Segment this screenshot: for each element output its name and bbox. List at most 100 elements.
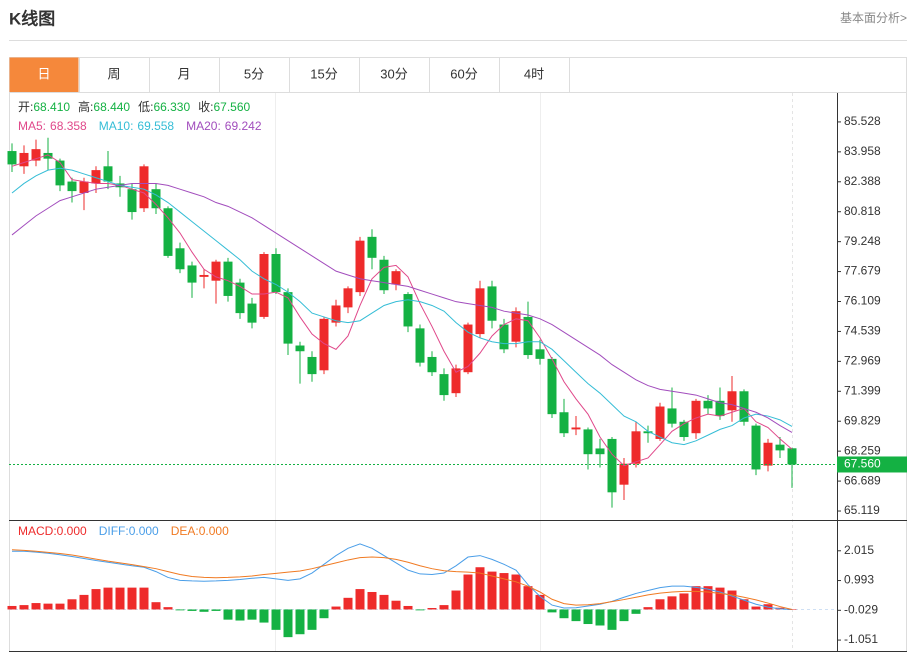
candle-body <box>403 294 413 327</box>
y-tick-label: -0.029 <box>844 602 878 616</box>
candle-body <box>439 374 449 396</box>
candle-body <box>91 170 101 184</box>
macd-bar <box>595 609 605 626</box>
y-tick-label: 66.689 <box>844 473 881 487</box>
legend-value: 69.242 <box>225 119 262 133</box>
info-label: 收: <box>198 100 213 114</box>
macd-legend: MACD:0.000 DIFF:0.000 DEA:0.000 <box>18 524 229 538</box>
y-tick-label: 69.829 <box>844 413 881 427</box>
candle-body <box>787 448 797 465</box>
legend-name: DIFF: <box>99 524 129 538</box>
candle-body <box>343 288 353 308</box>
macd-bar <box>259 609 269 623</box>
macd-bar <box>31 603 41 610</box>
legend-value: 68.358 <box>50 119 87 133</box>
macd-bar <box>427 608 437 610</box>
macd-bar <box>43 603 53 610</box>
candle-body <box>199 274 209 277</box>
macd-bar <box>103 587 113 610</box>
candle-body <box>223 261 233 296</box>
last-price-box <box>837 456 907 473</box>
legend-value: 0.000 <box>129 524 159 538</box>
tab-active <box>9 57 79 93</box>
macd-bar <box>691 586 701 610</box>
macd-bar <box>487 571 497 610</box>
info-label: 高: <box>78 99 93 114</box>
macd-bar <box>535 594 545 610</box>
macd-bar <box>415 609 425 611</box>
fundamental-link[interactable]: 基本面分析> <box>840 11 907 25</box>
tab[interactable]: 60分 <box>450 66 477 81</box>
info-value: 66.330 <box>153 100 190 114</box>
candle-body <box>43 152 53 159</box>
y-tick-label: 74.539 <box>844 324 881 338</box>
tab[interactable]: 周 <box>107 66 120 81</box>
candle-body <box>727 391 737 411</box>
macd-bar <box>703 586 713 610</box>
macd-bar <box>235 609 245 621</box>
macd-bar <box>91 589 101 610</box>
macd-bar <box>751 606 761 610</box>
y-tick-label: 76.109 <box>844 294 881 308</box>
macd-bar <box>559 609 569 619</box>
candle-body <box>355 240 365 293</box>
candle-body <box>559 412 569 434</box>
macd-bar <box>187 609 197 611</box>
macd-bar <box>727 590 737 610</box>
macd-bar <box>451 590 461 610</box>
candle-body <box>67 181 77 192</box>
macd-bar <box>199 609 209 612</box>
candle-body <box>415 328 425 363</box>
macd-bar <box>343 597 353 610</box>
tab[interactable]: 15分 <box>310 66 337 81</box>
macd-bar <box>583 609 593 625</box>
legend-name: MA10: <box>99 119 134 133</box>
candle-body <box>211 261 221 281</box>
legend-value: 69.558 <box>137 119 174 133</box>
tab[interactable]: 30分 <box>380 66 407 81</box>
macd-bar <box>319 609 329 619</box>
tab[interactable]: 日 <box>37 66 50 81</box>
candle-body <box>511 311 521 342</box>
macd-bar <box>367 591 377 610</box>
ma-legend: MA5: 68.358 MA10: 69.558 MA20: 69.242 <box>18 119 262 133</box>
macd-bar <box>283 609 293 638</box>
macd-bar <box>175 609 185 611</box>
candle-body <box>523 316 533 356</box>
candle-body <box>379 259 389 291</box>
candle-body <box>259 254 269 317</box>
tab[interactable]: 5分 <box>244 66 264 81</box>
candle-body <box>571 427 581 430</box>
macd-bar <box>247 609 257 620</box>
y-tick-label: 68.259 <box>844 443 881 457</box>
macd-bar <box>679 593 689 610</box>
ma-line <box>11 182 793 433</box>
macd-bar <box>655 599 665 610</box>
candle-body <box>475 288 485 335</box>
macd-bar <box>271 609 281 630</box>
info-value: 68.440 <box>93 100 130 114</box>
macd-bar <box>127 587 137 610</box>
candle-body <box>331 305 341 323</box>
macd-bar <box>139 587 149 610</box>
candle-body <box>307 356 317 375</box>
candle-body <box>775 444 785 451</box>
tab[interactable]: 月 <box>177 66 190 81</box>
candle-body <box>643 431 653 434</box>
macd-bar <box>163 607 173 610</box>
macd-bar <box>439 605 449 610</box>
macd-bar <box>523 586 533 610</box>
legend-name: MA5: <box>18 119 46 133</box>
macd-bar <box>739 599 749 610</box>
candle-body <box>295 345 305 352</box>
last-price-label: 67.560 <box>844 457 881 471</box>
candle-body <box>247 303 257 323</box>
macd-bar <box>643 607 653 610</box>
candle-body <box>187 265 197 283</box>
candle-body <box>463 324 473 373</box>
tab[interactable]: 4时 <box>524 66 544 81</box>
macd-bar <box>511 574 521 610</box>
macd-bar <box>667 596 677 610</box>
macd-line <box>11 549 793 610</box>
candle-body <box>391 271 401 285</box>
